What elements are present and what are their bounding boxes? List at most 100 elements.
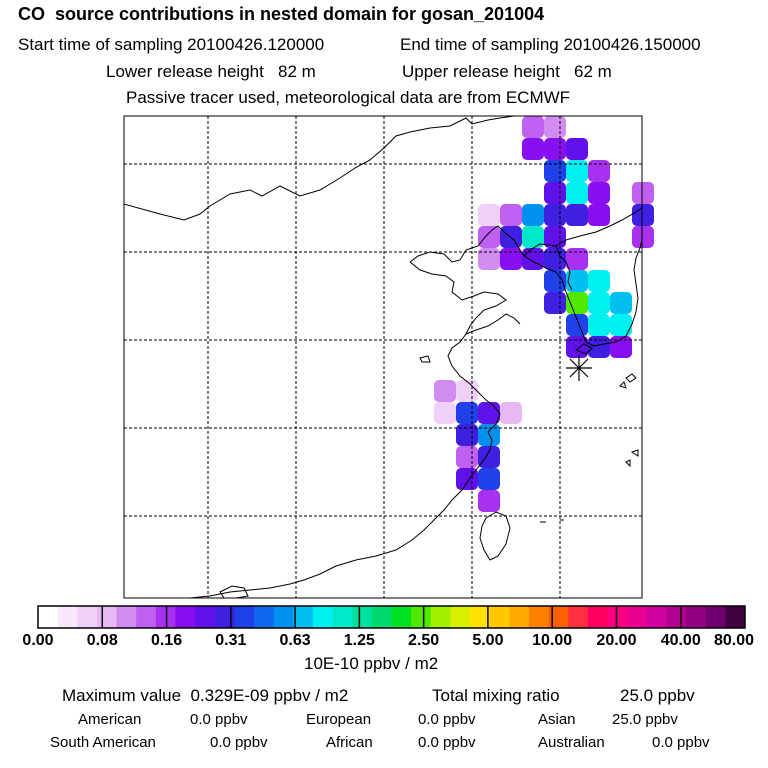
tracer-label: Passive tracer used, meteorological data… — [126, 88, 571, 107]
coastline — [523, 239, 643, 347]
colorbar-tick-label: 80.00 — [713, 632, 755, 649]
heatmap-cell — [566, 248, 588, 270]
map-frame — [123, 115, 643, 599]
coastline — [619, 381, 627, 389]
heatmap-cell — [456, 424, 478, 446]
australian-label: Australian — [538, 734, 605, 751]
coastline — [123, 115, 515, 221]
total-mixing-value: 25.0 ppbv — [620, 686, 695, 705]
asian-label: Asian — [538, 711, 576, 728]
chart-title: CO source contributions in nested domain… — [18, 4, 545, 24]
heatmap-cell — [566, 314, 588, 336]
max-value-label: Maximum value 0.329E-09 ppbv / m2 — [62, 686, 349, 705]
heatmap-cell — [632, 204, 654, 226]
colorbar-tick-label: 0.31 — [215, 632, 247, 649]
end-time-label: End time of sampling 20100426.150000 — [400, 35, 701, 54]
asian-value: 25.0 ppbv — [612, 711, 678, 728]
heatmap-cell — [544, 138, 566, 160]
colorbar-unit: 10E-10 ppbv / m2 — [304, 654, 439, 673]
coastline — [479, 511, 511, 561]
heatmap-cell — [544, 116, 566, 138]
colorbar-tick-label: 10.00 — [532, 632, 573, 649]
heatmap-cell — [588, 204, 610, 226]
heatmap-cell — [632, 182, 654, 204]
heatmap-cell — [566, 204, 588, 226]
european-label: European — [306, 711, 372, 728]
colorbar-tick-label: 0.63 — [279, 632, 311, 649]
coastline — [465, 313, 521, 335]
heatmap-cell — [588, 336, 610, 358]
heatmap-cell — [456, 446, 478, 468]
south-american-label: South American — [50, 734, 156, 751]
heatmap-cell — [522, 138, 544, 160]
heatmap-cell — [610, 336, 632, 358]
coastline — [189, 261, 507, 599]
heatmap-cell — [478, 446, 500, 468]
heatmap-cell — [588, 160, 610, 182]
heatmap-cell — [500, 248, 522, 270]
heatmap-cell — [522, 226, 544, 248]
coastline — [574, 343, 593, 355]
australian-value: 0.0 ppbv — [652, 734, 710, 751]
colorbar-tick-label: 40.00 — [660, 632, 701, 649]
heatmap-cell — [500, 402, 522, 424]
lower-release-label: Lower release height 82 m — [106, 62, 316, 81]
heatmap-cell — [456, 402, 478, 424]
heatmap-cell — [544, 292, 566, 314]
colorbar-tick-label: 5.00 — [472, 632, 504, 649]
heatmap-cell — [478, 204, 500, 226]
coastline — [625, 459, 631, 468]
coastline — [419, 355, 431, 363]
heatmap-cell — [544, 204, 566, 226]
colorbar-tick-label: 0.16 — [150, 632, 183, 649]
receptor-marker-icon — [566, 355, 592, 381]
start-time-label: Start time of sampling 20100426.120000 — [18, 35, 325, 54]
colorbar-tick-label: 2.50 — [408, 632, 440, 649]
heatmap-cell — [566, 292, 588, 314]
colorbar-tick-label: 0.00 — [22, 632, 54, 649]
total-mixing-label: Total mixing ratio — [432, 686, 560, 705]
heatmap-cell — [500, 204, 522, 226]
colorbar-tick-label: 20.00 — [596, 632, 637, 649]
heatmap-cell — [522, 204, 544, 226]
heatmap-cell — [522, 116, 544, 138]
heatmap-cell — [566, 160, 588, 182]
colorbar-tick-label: 1.25 — [343, 632, 375, 649]
african-value: 0.0 ppbv — [418, 734, 476, 751]
upper-release-label: Upper release height 62 m — [402, 62, 612, 81]
heatmap-cell — [434, 402, 456, 424]
cells-layer — [434, 116, 654, 512]
heatmap-cell — [544, 160, 566, 182]
heatmap-cell — [544, 182, 566, 204]
heatmap-cell — [566, 182, 588, 204]
grid-lines — [124, 116, 642, 598]
heatmap-cell — [588, 270, 610, 292]
coastline — [409, 207, 643, 263]
heatmap-cell — [588, 182, 610, 204]
coastline — [630, 449, 639, 457]
heatmap-cell — [522, 248, 544, 270]
heatmap-cell — [456, 380, 478, 402]
heatmap-cell — [478, 248, 500, 270]
heatmap-cell — [434, 380, 456, 402]
colorbar-tick-label: 0.08 — [86, 632, 118, 649]
heatmap-cell — [478, 490, 500, 512]
coastline — [625, 373, 637, 383]
heatmap-cell — [478, 468, 500, 490]
american-value: 0.0 ppbv — [190, 711, 248, 728]
heatmap-cell — [566, 270, 588, 292]
south-american-value: 0.0 ppbv — [210, 734, 268, 751]
american-label: American — [78, 711, 142, 728]
heatmap-cell — [478, 226, 500, 248]
coastlines — [123, 115, 643, 599]
heatmap-cell — [478, 402, 500, 424]
heatmap-cell — [588, 314, 610, 336]
african-label: African — [326, 734, 373, 751]
heatmap-cell — [610, 314, 632, 336]
heatmap-cell — [632, 226, 654, 248]
heatmap-cell — [588, 292, 610, 314]
coastline — [555, 245, 573, 291]
heatmap-cell — [566, 138, 588, 160]
european-value: 0.0 ppbv — [418, 711, 476, 728]
